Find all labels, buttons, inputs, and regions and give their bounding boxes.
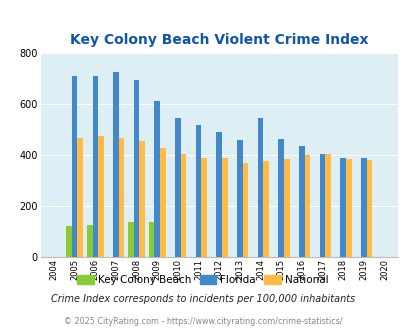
Bar xyxy=(175,118,180,257)
Bar xyxy=(283,159,289,257)
Bar xyxy=(216,132,222,257)
Text: Crime Index corresponds to incidents per 100,000 inhabitants: Crime Index corresponds to incidents per… xyxy=(51,294,354,304)
Bar xyxy=(180,154,186,257)
Bar xyxy=(278,139,283,257)
Bar xyxy=(139,141,145,257)
Bar xyxy=(77,138,83,257)
Bar xyxy=(304,155,309,257)
Bar xyxy=(201,158,207,257)
Bar xyxy=(263,161,268,257)
Bar xyxy=(160,148,165,257)
Bar xyxy=(195,125,201,257)
Bar xyxy=(222,158,227,257)
Bar xyxy=(72,76,77,257)
Bar xyxy=(319,153,324,257)
Bar xyxy=(339,158,345,257)
Bar xyxy=(87,225,92,257)
Bar xyxy=(345,159,351,257)
Bar xyxy=(360,158,366,257)
Bar xyxy=(237,140,242,257)
Legend: Key Colony Beach, Florida, National: Key Colony Beach, Florida, National xyxy=(73,271,332,289)
Bar xyxy=(134,80,139,257)
Bar xyxy=(324,154,330,257)
Bar xyxy=(66,226,72,257)
Text: © 2025 CityRating.com - https://www.cityrating.com/crime-statistics/: © 2025 CityRating.com - https://www.city… xyxy=(64,317,341,326)
Bar xyxy=(366,160,371,257)
Bar xyxy=(119,138,124,257)
Bar xyxy=(113,72,119,257)
Bar xyxy=(242,163,247,257)
Bar xyxy=(128,222,134,257)
Bar xyxy=(298,146,304,257)
Bar xyxy=(257,117,263,257)
Bar xyxy=(154,101,160,257)
Bar xyxy=(92,76,98,257)
Bar xyxy=(149,222,154,257)
Bar xyxy=(98,136,103,257)
Title: Key Colony Beach Violent Crime Index: Key Colony Beach Violent Crime Index xyxy=(70,33,368,48)
